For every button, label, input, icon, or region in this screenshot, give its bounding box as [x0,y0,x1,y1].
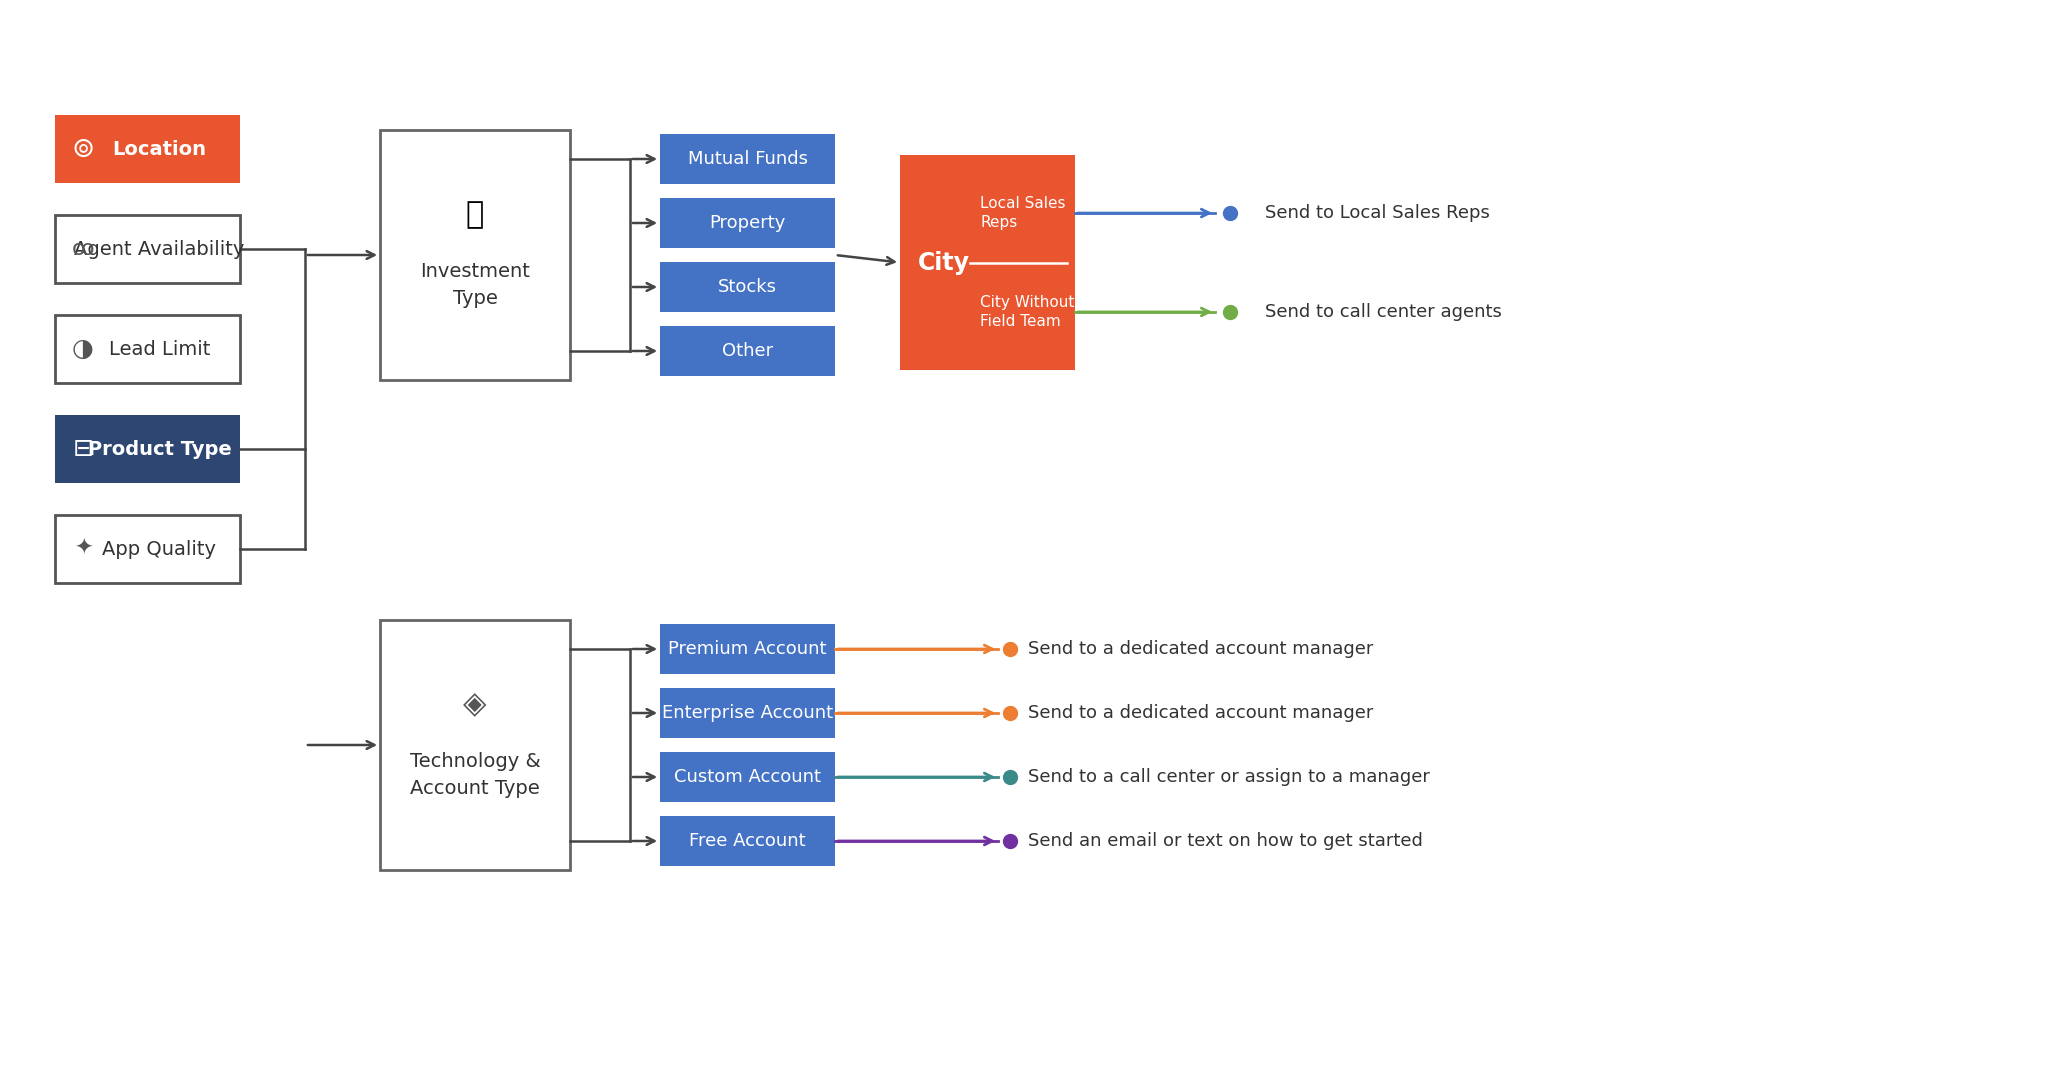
Text: Agent Availability: Agent Availability [74,240,244,258]
Text: ꝏ: ꝏ [72,239,94,258]
Text: Property: Property [709,214,786,232]
Text: City Without
Field Team: City Without Field Team [981,294,1075,329]
Text: Stocks: Stocks [719,278,776,296]
Text: 🪙: 🪙 [465,201,483,229]
FancyBboxPatch shape [659,134,836,184]
Text: Premium Account: Premium Account [668,640,827,658]
FancyBboxPatch shape [55,515,240,583]
FancyBboxPatch shape [659,689,836,738]
Text: Location: Location [113,139,207,159]
FancyBboxPatch shape [55,315,240,383]
Text: Send to a call center or assign to a manager: Send to a call center or assign to a man… [1028,768,1430,786]
Text: Send to a dedicated account manager: Send to a dedicated account manager [1028,640,1374,658]
FancyBboxPatch shape [55,415,240,483]
FancyBboxPatch shape [55,215,240,283]
Text: Product Type: Product Type [88,440,231,458]
FancyBboxPatch shape [381,130,569,380]
Text: Local Sales
Reps: Local Sales Reps [981,195,1065,230]
Text: Send to a dedicated account manager: Send to a dedicated account manager [1028,704,1374,722]
Text: Custom Account: Custom Account [674,768,821,786]
FancyBboxPatch shape [659,262,836,312]
Text: Free Account: Free Account [690,832,805,850]
Text: ⊟: ⊟ [72,437,94,460]
FancyBboxPatch shape [659,752,836,801]
Text: City: City [918,251,971,275]
Text: Send to Local Sales Reps: Send to Local Sales Reps [1266,204,1489,222]
FancyBboxPatch shape [899,155,1075,370]
Text: ◑: ◑ [72,337,94,361]
Text: App Quality: App Quality [102,540,217,558]
FancyBboxPatch shape [659,816,836,866]
Text: ⊚: ⊚ [72,135,94,163]
Text: Enterprise Account: Enterprise Account [662,704,834,722]
Text: Technology &
Account Type: Technology & Account Type [410,753,541,798]
FancyBboxPatch shape [381,620,569,870]
FancyBboxPatch shape [659,624,836,674]
Text: Send an email or text on how to get started: Send an email or text on how to get star… [1028,832,1423,850]
Text: Investment
Type: Investment Type [420,262,530,307]
Text: Mutual Funds: Mutual Funds [688,150,807,168]
Text: Other: Other [723,342,772,359]
Text: Lead Limit: Lead Limit [109,340,211,358]
Text: ◈: ◈ [463,691,487,720]
FancyBboxPatch shape [55,115,240,184]
Text: ✦: ✦ [74,539,92,559]
FancyBboxPatch shape [659,198,836,248]
Text: Send to call center agents: Send to call center agents [1266,303,1501,321]
FancyBboxPatch shape [659,326,836,376]
